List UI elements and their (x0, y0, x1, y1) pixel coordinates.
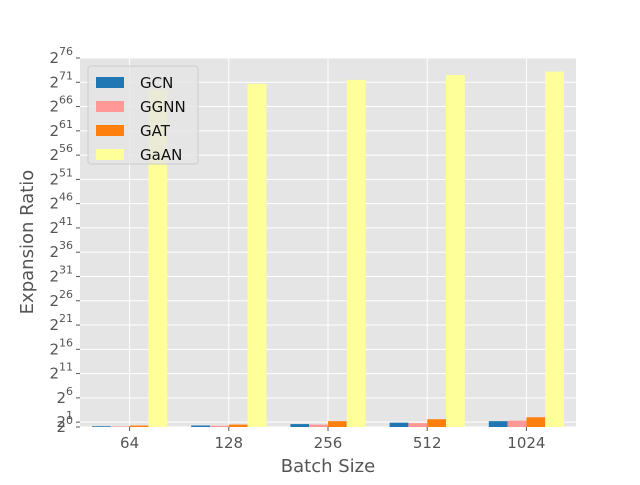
x-tick-label: 1024 (507, 434, 545, 452)
bar-gat-1024 (526, 417, 546, 427)
x-ticks: 64 128 256 512 1024 (120, 427, 545, 452)
bar-gaan-64 (148, 89, 168, 428)
y-tick-label: 26 (56, 385, 73, 407)
y-tick-label: 211 (49, 361, 73, 383)
bar-ggnn-128 (210, 425, 229, 427)
bar-ggnn-1024 (507, 420, 527, 427)
y-tick-label: 21 (56, 409, 73, 431)
y-tick-label: 231 (49, 263, 73, 285)
x-tick-label: 512 (413, 434, 442, 452)
legend-swatch-gcn (96, 77, 124, 88)
legend: GCN GGNN GAT GaAN (87, 65, 199, 165)
legend-swatch-gat (96, 125, 124, 136)
legend-label-gat: GAT (140, 122, 171, 140)
y-tick-label: 216 (49, 336, 73, 358)
bar-ggnn-64 (110, 426, 130, 428)
y-tick-label: 261 (49, 118, 73, 140)
x-tick-label: 256 (314, 434, 343, 452)
x-tick-label: 64 (120, 434, 139, 452)
bar-gat-64 (129, 425, 149, 427)
bar-gaan-512 (446, 74, 465, 428)
y-tick-label: 266 (49, 94, 73, 116)
y-tick-label: 236 (49, 239, 73, 261)
bars-layer (92, 71, 564, 428)
bar-gaan-128 (247, 83, 267, 427)
legend-box (87, 65, 199, 165)
legend-label-gaan: GaAN (140, 146, 182, 164)
x-axis-label: Batch Size (281, 456, 375, 477)
y-tick-label: 276 (49, 45, 73, 67)
bar-gcn-256 (290, 424, 310, 427)
bar-gaan-256 (346, 79, 366, 427)
legend-swatch-ggnn (96, 101, 124, 112)
bar-gat-256 (328, 421, 347, 427)
y-tick-label: 241 (49, 215, 73, 237)
legend-swatch-gaan (96, 149, 124, 160)
x-tick-label: 128 (214, 434, 243, 452)
bar-gaan-1024 (545, 71, 564, 428)
y-tick-label: 246 (49, 191, 73, 213)
bar-gcn-128 (191, 425, 210, 427)
bar-ggnn-256 (309, 424, 328, 427)
y-tick-label: 221 (49, 312, 73, 334)
bar-gcn-64 (92, 426, 111, 427)
bar-gat-128 (228, 424, 248, 427)
y-tick-label: 256 (49, 142, 73, 164)
y-tick-label: 271 (49, 69, 73, 91)
y-tick-label: 20 (56, 414, 73, 436)
bar-gcn-512 (389, 422, 409, 427)
bar-ggnn-512 (408, 423, 428, 427)
y-axis-label: Expansion Ratio (17, 170, 38, 315)
y-ticks: 2021262112162212262312362412462512562612… (49, 45, 80, 436)
bar-gcn-1024 (488, 421, 508, 427)
legend-label-gcn: GCN (140, 74, 173, 92)
y-tick-label: 226 (49, 288, 73, 310)
y-tick-label: 251 (49, 166, 73, 188)
bar-gat-512 (427, 419, 446, 427)
legend-label-ggnn: GGNN (140, 98, 186, 116)
